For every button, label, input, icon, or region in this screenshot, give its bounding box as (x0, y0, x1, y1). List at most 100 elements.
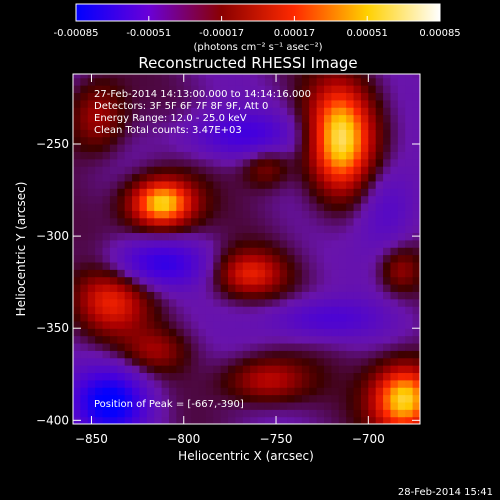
heatmap-cell (228, 210, 237, 219)
heatmap-cell (412, 239, 420, 248)
heatmap-cell (168, 306, 177, 315)
heatmap-cell (117, 247, 126, 256)
heatmap-cell (368, 166, 377, 175)
heatmap-cell (220, 247, 229, 256)
heatmap-cell (375, 151, 384, 160)
heatmap-cell (338, 151, 347, 160)
heatmap-cell (228, 92, 237, 101)
heatmap-cell (250, 107, 259, 116)
heatmap-cell (301, 320, 310, 329)
heatmap-cell (257, 357, 266, 366)
heatmap-cell (346, 328, 355, 337)
heatmap-cell (168, 291, 177, 300)
heatmap-cell (102, 202, 111, 211)
heatmap-cell (228, 357, 237, 366)
heatmap-cell (397, 335, 406, 344)
heatmap-cell (191, 247, 200, 256)
heatmap-cell (375, 291, 384, 300)
heatmap-cell (205, 129, 214, 138)
heatmap-cell (383, 129, 392, 138)
heatmap-cell (272, 409, 281, 418)
heatmap-cell (250, 121, 259, 130)
heatmap-cell (338, 107, 347, 116)
heatmap-cell (279, 409, 288, 418)
heatmap-cell (87, 210, 96, 219)
heatmap-cell (95, 247, 104, 256)
heatmap-cell (397, 298, 406, 307)
heatmap-cell (397, 99, 406, 108)
heatmap-cell (324, 121, 332, 130)
heatmap-cell (168, 394, 177, 403)
heatmap-cell (272, 254, 281, 263)
heatmap-cell (272, 350, 281, 359)
heatmap-cell (95, 232, 104, 241)
heatmap-cell (154, 217, 163, 226)
heatmap-cell (279, 151, 288, 160)
heatmap-cell (272, 387, 281, 396)
heatmap-cell (80, 409, 89, 418)
heatmap-cell (124, 92, 133, 101)
heatmap-cell (191, 85, 200, 94)
heatmap-cell (287, 357, 296, 366)
heatmap-cell (220, 99, 229, 108)
heatmap-cell (301, 74, 310, 79)
heatmap-cell (287, 269, 296, 278)
heatmap-cell (109, 129, 118, 138)
heatmap-cell (272, 225, 281, 234)
heatmap-cell (279, 239, 288, 248)
heatmap-cell (191, 276, 200, 285)
heatmap-cell (235, 394, 244, 403)
heatmap-cell (102, 350, 111, 359)
heatmap-cell (191, 387, 200, 396)
heatmap-cell (154, 365, 163, 374)
heatmap-cell (124, 217, 133, 226)
heatmap-cell (405, 239, 414, 248)
heatmap-cell (146, 365, 155, 374)
heatmap-cell (368, 409, 377, 418)
heatmap-cell (383, 409, 392, 418)
heatmap-cell (250, 372, 259, 381)
heatmap-cell (198, 409, 207, 418)
heatmap-cell (220, 136, 229, 145)
heatmap-cell (87, 342, 96, 351)
heatmap-cell (242, 254, 251, 263)
heatmap-cell (213, 335, 222, 344)
heatmap-cell (383, 232, 392, 241)
heatmap-cell (316, 320, 325, 329)
heatmap-cell (132, 379, 141, 388)
heatmap-cell (95, 387, 104, 396)
heatmap-cell (117, 180, 126, 189)
heatmap-cell (95, 85, 104, 94)
heatmap-cell (294, 350, 303, 359)
heatmap-cell (213, 320, 222, 329)
heatmap-cell (375, 254, 384, 263)
heatmap-cell (102, 77, 111, 86)
heatmap-cell (109, 261, 118, 270)
y-tick-label: −250 (36, 137, 69, 151)
heatmap-cell (95, 350, 104, 359)
heatmap-cell (346, 401, 355, 410)
heatmap-cell (154, 180, 163, 189)
heatmap-cell (272, 247, 281, 256)
heatmap-cell (205, 239, 214, 248)
heatmap-cell (250, 92, 259, 101)
heatmap-cell (405, 136, 414, 145)
heatmap-cell (250, 298, 259, 307)
heatmap-cell (412, 335, 420, 344)
heatmap-cell (139, 232, 148, 241)
heatmap-cell (117, 232, 126, 241)
heatmap-cell (95, 225, 104, 234)
heatmap-cell (124, 342, 133, 351)
heatmap-cell (383, 284, 392, 292)
heatmap-cell (205, 121, 214, 130)
heatmap-cell (109, 328, 118, 337)
heatmap-cell (264, 365, 273, 374)
heatmap-cell (242, 180, 251, 189)
heatmap-cell (205, 357, 214, 366)
heatmap-cell (316, 350, 325, 359)
heatmap-cell (146, 409, 155, 418)
heatmap-cell (294, 202, 303, 211)
heatmap-cell (309, 357, 318, 366)
heatmap-cell (168, 74, 177, 79)
heatmap-cell (132, 173, 141, 182)
